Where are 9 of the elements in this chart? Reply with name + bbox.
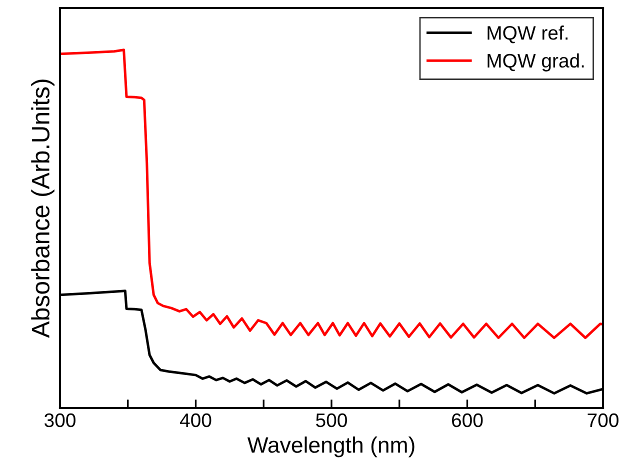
x-tick-label: 300 bbox=[44, 413, 76, 428]
x-axis-title: Wavelength (nm) bbox=[247, 436, 414, 458]
legend-label: MQW grad. bbox=[488, 53, 584, 72]
x-tick-label: 600 bbox=[452, 413, 483, 428]
x-tick-label: 500 bbox=[316, 413, 347, 428]
y-axis-title: Absorbance (Arb.Units) bbox=[31, 80, 54, 338]
x-tick-label: 400 bbox=[180, 413, 212, 428]
legend-label: MQW ref. bbox=[488, 26, 568, 44]
x-tick-label: 700 bbox=[588, 413, 618, 428]
